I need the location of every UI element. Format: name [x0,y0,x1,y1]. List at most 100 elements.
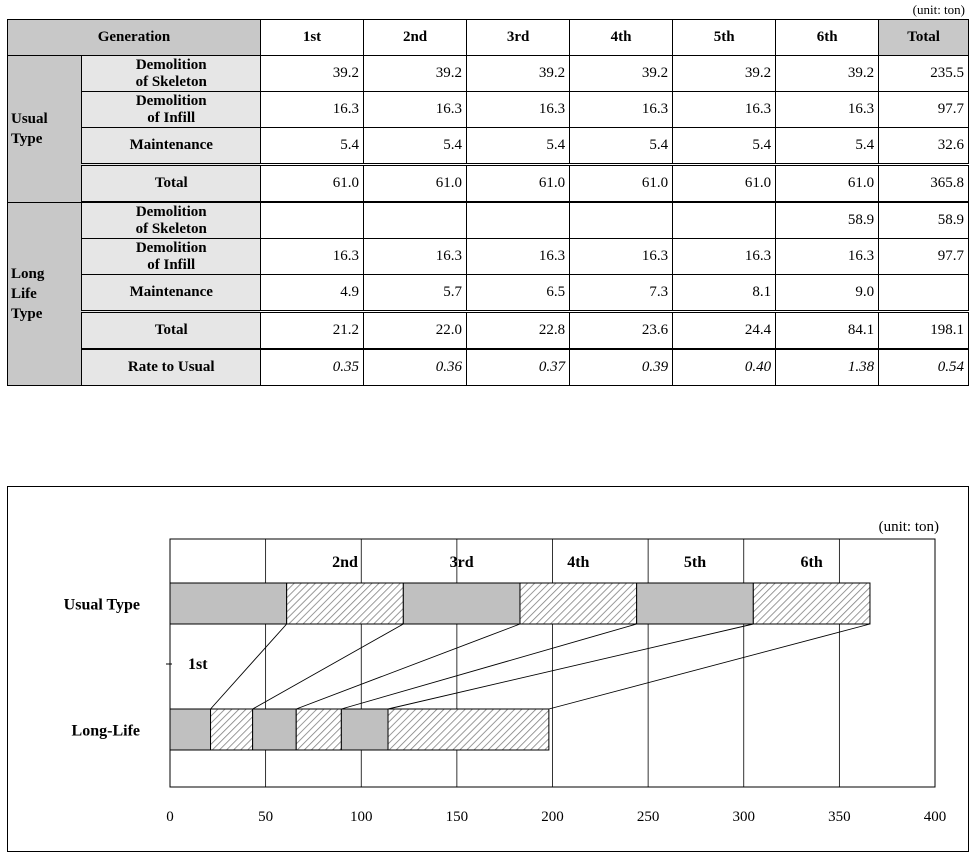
table-cell: 39.2 [363,55,468,92]
table-cell: 1.38 [775,348,880,386]
table-cell: 7.3 [569,274,674,312]
row-label: Demolition of Infill [81,91,261,128]
table-cell-total [878,274,969,312]
table-cell: 61.0 [569,163,674,203]
table-cell: 61.0 [466,163,571,203]
table-cell: 39.2 [466,55,571,92]
usual-group-label: Usual Type [6,55,83,203]
generation-label: 6th [801,554,823,571]
generation-label: 1st [188,656,208,673]
table-cell: 0.36 [363,348,468,386]
table-cell: 5.4 [363,127,468,165]
bar-segment [295,708,342,751]
bar-segment [636,582,754,625]
connector-line [252,623,404,710]
x-tick-label: 400 [924,809,947,825]
table-cell: 8.1 [672,274,777,312]
usual-row-infill: Demolition of Infill 16.3 16.3 16.3 16.3 … [8,91,969,128]
table-cell-total: 235.5 [878,55,969,92]
bar-segment [387,708,550,751]
table-cell: 58.9 [775,201,880,239]
generation-header: Generation [7,19,261,56]
connector-line [387,623,754,710]
table-cell: 5.4 [259,127,365,165]
row-label: Maintenance [81,274,261,312]
longlife-group-line1: Long [11,265,45,282]
table-cell: 16.3 [775,91,880,128]
table-cell: 0.37 [466,348,571,386]
table-cell: 16.3 [363,91,468,128]
x-tick-label: 300 [733,809,756,825]
generation-label: 4th [567,554,589,571]
row-label-line1: Demolition [135,56,207,73]
generation-label: 5th [684,554,706,571]
table-cell-total: 365.8 [878,163,969,203]
bar-segment [169,708,212,751]
header-row: Generation 1st 2nd 3rd 4th 5th 6th Total [7,19,969,56]
usual-row-total: Total 61.0 61.0 61.0 61.0 61.0 61.0 365.… [8,163,969,203]
row-label-line2: of Infill [147,256,196,273]
category-label: Long-Life [72,723,140,740]
table-cell: 16.3 [569,238,674,275]
row-label-line1: Demolition [135,239,207,256]
longlife-group-label: Long Life Type [6,201,83,386]
longlife-group-line2: Life [11,285,37,302]
chart-panel: 0 50 100 150 200 250 300 350 400 Usual Type Long-L… [7,486,969,852]
table-cell: 84.1 [775,310,880,350]
table-cell: 16.3 [363,238,468,275]
table-cell-total: 198.1 [878,310,969,350]
table-cell: 16.3 [466,238,571,275]
table-cell: 39.2 [672,55,777,92]
longlife-row-rate: Rate to Usual 0.35 0.36 0.37 0.39 0.40 1… [8,348,969,386]
bar-segment [519,582,638,625]
bar-segment [340,708,389,751]
x-tick-label: 350 [828,809,851,825]
table-cell-total: 32.6 [878,127,969,165]
row-label-line1: Demolition [135,92,207,109]
col-header-5: 5th [672,19,777,56]
table-cell: 22.0 [363,310,468,350]
bar-segment [252,708,297,751]
table-cell: 21.2 [259,310,365,350]
unit-label-chart: (unit: ton) [879,519,939,535]
x-tick-label: 50 [258,809,273,825]
table-cell: 16.3 [466,91,571,128]
generation-label: 3rd [450,554,474,571]
table-cell: 39.2 [775,55,880,92]
usual-group-line2: Type [11,130,43,147]
longlife-row-maintenance: Maintenance 4.9 5.7 6.5 7.3 8.1 9.0 [8,274,969,312]
table-cell: 16.3 [259,238,365,275]
table-cell: 61.0 [363,163,468,203]
table-cell [466,201,571,239]
table-cell [569,201,674,239]
col-header-3: 3rd [466,19,571,56]
stacked-bar-chart: 0 50 100 150 200 250 300 350 400 Usual Type Long-L… [64,519,947,825]
table-cell: 5.7 [363,274,468,312]
table-cell: 5.4 [569,127,674,165]
table-cell: 61.0 [775,163,880,203]
longlife-row-infill: Demolition of Infill 16.3 16.3 16.3 16.3 … [8,238,969,275]
row-label-line2: of Skeleton [135,220,207,237]
data-table: Generation 1st 2nd 3rd 4th 5th 6th Total… [6,19,969,386]
row-label-total: Total [81,163,261,203]
x-tick-label: 0 [166,809,174,825]
table-cell: 16.3 [672,91,777,128]
longlife-row-total: Total 21.2 22.0 22.8 23.6 24.4 84.1 198.… [8,310,969,350]
longlife-row-skeleton: Long Life Type Demolition of Skeleton 58.… [6,201,969,386]
usual-group-line1: Usual [11,110,48,127]
connector-line [548,623,871,710]
longlife-group-line3: Type [11,305,43,322]
table-cell: 0.35 [259,348,365,386]
table-cell [259,201,365,239]
table-cell: 39.2 [569,55,674,92]
row-label-rate: Rate to Usual [81,348,261,386]
table-cell-total: 97.7 [878,91,969,128]
table-cell: 39.2 [259,55,365,92]
col-header-1: 1st [259,19,365,56]
col-header-4: 4th [569,19,674,56]
usual-row-maintenance: Maintenance 5.4 5.4 5.4 5.4 5.4 5.4 32.6 [8,127,969,165]
row-label-line2: of Infill [147,109,196,126]
col-header-2: 2nd [363,19,468,56]
table-cell: 5.4 [672,127,777,165]
table-cell: 0.40 [672,348,777,386]
